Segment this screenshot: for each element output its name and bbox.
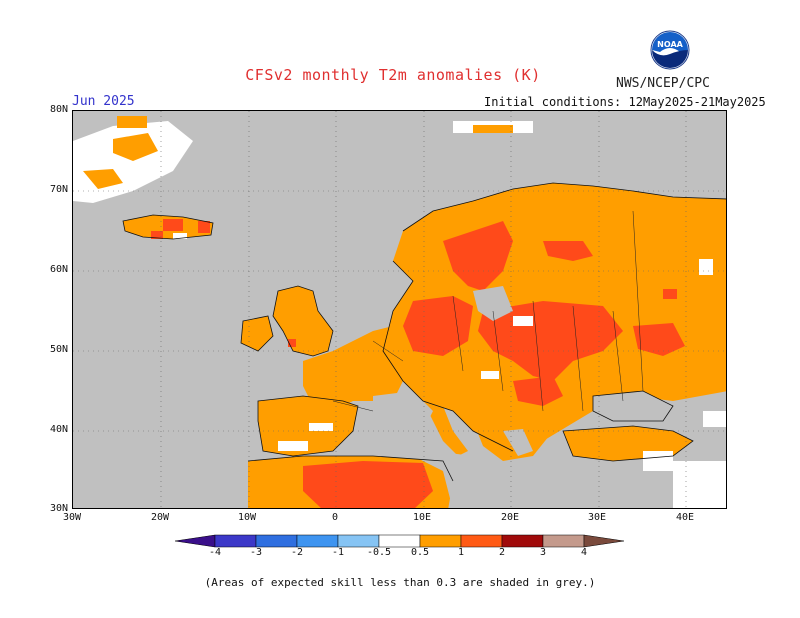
lon-label: 10W [237,512,257,523]
noaa-logo-text: NOAA [657,40,683,49]
colorbar-tick: 4 [580,547,588,558]
colorbar-tick: 2 [498,547,506,558]
colorbar-tick: 1 [457,547,465,558]
country-borders [332,210,644,412]
lon-label: 10E [412,512,432,523]
colorbar-tick: -4 [208,547,222,558]
coastlines [122,182,726,482]
colorbar-tick: 0.5 [410,547,430,558]
lon-label: 40E [675,512,695,523]
lat-label: 70N [49,184,68,195]
lat-label: 40N [49,424,68,435]
colorbar [174,534,625,548]
lon-label: 20W [150,512,170,523]
lon-label: 30W [62,512,82,523]
map-title: CFSv2 monthly T2m anomalies (K) [245,66,541,84]
colorbar-tick: -3 [249,547,263,558]
lat-label: 60N [49,264,68,275]
sea-grey-areas [373,286,673,508]
forecast-month-label: Jun 2025 [72,94,135,109]
lon-label: 0 [331,512,339,523]
map-gridlines [73,111,726,508]
anomaly-map [72,110,727,509]
neutral-patches [278,259,726,508]
map-canvas [73,111,726,508]
lon-label: 20E [500,512,520,523]
noaa-logo-icon: NOAA [650,30,690,70]
lat-label: 80N [49,104,68,115]
arctic-neutral-areas [73,116,533,203]
skill-footnote: (Areas of expected skill less than 0.3 a… [204,576,596,589]
initial-conditions-label: Initial conditions: 12May2025-21May2025 [484,95,766,109]
iceland [123,215,213,239]
colorbar-tick: -0.5 [366,547,392,558]
colorbar-tick: -2 [290,547,304,558]
lon-label: 30E [587,512,607,523]
agency-label: NWS/NCEP/CPC [616,76,710,91]
colorbar-tick: -1 [331,547,345,558]
colorbar-tick: 3 [539,547,547,558]
lat-label: 30N [49,503,68,514]
lat-label: 50N [49,344,68,355]
